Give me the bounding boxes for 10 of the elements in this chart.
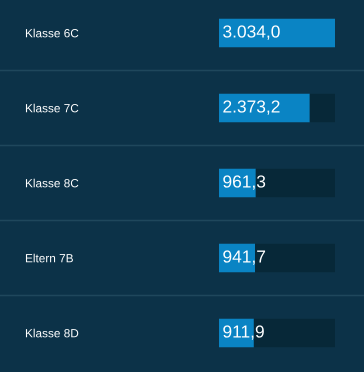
y-tick-label: Klasse 6C [26,28,78,38]
data-label: 2.373,2 [223,100,280,115]
y-tick-label: Klasse 8C [26,178,78,188]
y-tick-label: Klasse 8D [26,328,78,338]
bar [219,94,310,122]
data-label: 3.034,0 [223,25,280,40]
bar [219,18,335,48]
y-tick-label: Eltern 7B [26,254,73,262]
bar [310,94,335,122]
y-tick-label: Klasse 7C [26,104,78,112]
